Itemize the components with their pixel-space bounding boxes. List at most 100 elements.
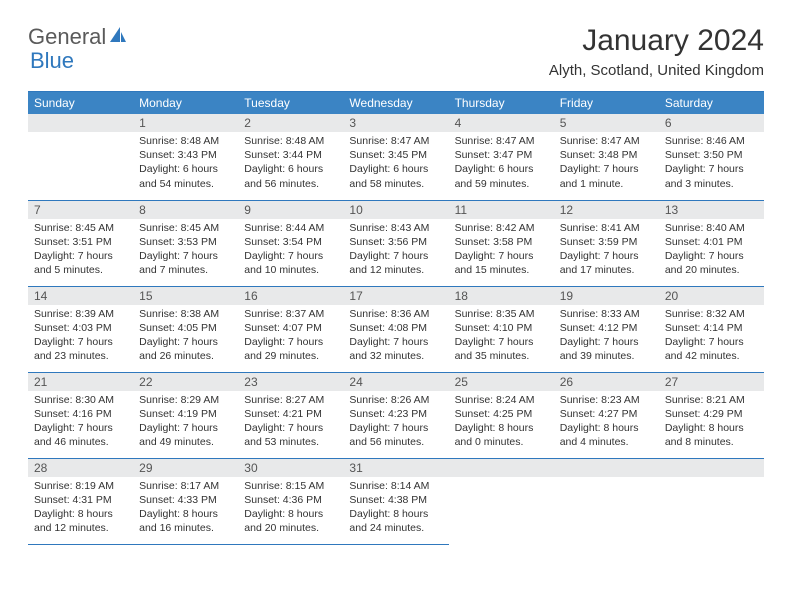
day-number: 11 xyxy=(449,201,554,219)
day-data: Sunrise: 8:38 AMSunset: 4:05 PMDaylight:… xyxy=(133,305,238,366)
day-data: Sunrise: 8:21 AMSunset: 4:29 PMDaylight:… xyxy=(659,391,764,452)
calendar-day-cell: 1Sunrise: 8:48 AMSunset: 3:43 PMDaylight… xyxy=(133,114,238,200)
day-number: 30 xyxy=(238,459,343,477)
weekday-header: Wednesday xyxy=(343,92,448,115)
calendar-day-cell: 21Sunrise: 8:30 AMSunset: 4:16 PMDayligh… xyxy=(28,372,133,458)
calendar-day-cell: 29Sunrise: 8:17 AMSunset: 4:33 PMDayligh… xyxy=(133,458,238,544)
day-number xyxy=(449,459,554,477)
day-data: Sunrise: 8:24 AMSunset: 4:25 PMDaylight:… xyxy=(449,391,554,452)
day-number: 4 xyxy=(449,114,554,132)
day-number: 15 xyxy=(133,287,238,305)
day-number: 1 xyxy=(133,114,238,132)
calendar-day-cell: 14Sunrise: 8:39 AMSunset: 4:03 PMDayligh… xyxy=(28,286,133,372)
calendar-day-cell: 27Sunrise: 8:21 AMSunset: 4:29 PMDayligh… xyxy=(659,372,764,458)
day-number: 23 xyxy=(238,373,343,391)
day-data: Sunrise: 8:35 AMSunset: 4:10 PMDaylight:… xyxy=(449,305,554,366)
calendar-day-cell: 26Sunrise: 8:23 AMSunset: 4:27 PMDayligh… xyxy=(554,372,659,458)
day-data: Sunrise: 8:47 AMSunset: 3:47 PMDaylight:… xyxy=(449,132,554,193)
calendar-day-cell: 18Sunrise: 8:35 AMSunset: 4:10 PMDayligh… xyxy=(449,286,554,372)
calendar-day-cell: 22Sunrise: 8:29 AMSunset: 4:19 PMDayligh… xyxy=(133,372,238,458)
calendar-day-cell: 4Sunrise: 8:47 AMSunset: 3:47 PMDaylight… xyxy=(449,114,554,200)
calendar-page: General January 2024 Alyth, Scotland, Un… xyxy=(0,0,792,569)
calendar-week-row: 14Sunrise: 8:39 AMSunset: 4:03 PMDayligh… xyxy=(28,286,764,372)
calendar-day-cell xyxy=(659,458,764,544)
weekday-header: Thursday xyxy=(449,92,554,115)
calendar-day-cell xyxy=(28,114,133,200)
calendar-day-cell: 8Sunrise: 8:45 AMSunset: 3:53 PMDaylight… xyxy=(133,200,238,286)
logo-text-general: General xyxy=(28,24,106,50)
day-number: 26 xyxy=(554,373,659,391)
page-title: January 2024 xyxy=(549,24,764,58)
day-data: Sunrise: 8:36 AMSunset: 4:08 PMDaylight:… xyxy=(343,305,448,366)
logo: General xyxy=(28,24,130,50)
day-number: 2 xyxy=(238,114,343,132)
weekday-header: Sunday xyxy=(28,92,133,115)
title-block: January 2024 Alyth, Scotland, United Kin… xyxy=(549,24,764,79)
day-number: 6 xyxy=(659,114,764,132)
calendar-day-cell: 30Sunrise: 8:15 AMSunset: 4:36 PMDayligh… xyxy=(238,458,343,544)
day-number: 9 xyxy=(238,201,343,219)
day-data: Sunrise: 8:32 AMSunset: 4:14 PMDaylight:… xyxy=(659,305,764,366)
day-number: 7 xyxy=(28,201,133,219)
day-data: Sunrise: 8:30 AMSunset: 4:16 PMDaylight:… xyxy=(28,391,133,452)
day-data: Sunrise: 8:39 AMSunset: 4:03 PMDaylight:… xyxy=(28,305,133,366)
logo-sail-icon xyxy=(108,25,128,50)
calendar-day-cell: 11Sunrise: 8:42 AMSunset: 3:58 PMDayligh… xyxy=(449,200,554,286)
day-data: Sunrise: 8:48 AMSunset: 3:43 PMDaylight:… xyxy=(133,132,238,193)
day-data: Sunrise: 8:47 AMSunset: 3:48 PMDaylight:… xyxy=(554,132,659,193)
calendar-day-cell: 17Sunrise: 8:36 AMSunset: 4:08 PMDayligh… xyxy=(343,286,448,372)
day-data: Sunrise: 8:14 AMSunset: 4:38 PMDaylight:… xyxy=(343,477,448,538)
day-number: 16 xyxy=(238,287,343,305)
calendar-day-cell: 16Sunrise: 8:37 AMSunset: 4:07 PMDayligh… xyxy=(238,286,343,372)
calendar-week-row: 28Sunrise: 8:19 AMSunset: 4:31 PMDayligh… xyxy=(28,458,764,544)
weekday-header: Tuesday xyxy=(238,92,343,115)
calendar-day-cell xyxy=(449,458,554,544)
day-number: 10 xyxy=(343,201,448,219)
day-data: Sunrise: 8:42 AMSunset: 3:58 PMDaylight:… xyxy=(449,219,554,280)
calendar-day-cell: 3Sunrise: 8:47 AMSunset: 3:45 PMDaylight… xyxy=(343,114,448,200)
day-data: Sunrise: 8:15 AMSunset: 4:36 PMDaylight:… xyxy=(238,477,343,538)
day-data: Sunrise: 8:19 AMSunset: 4:31 PMDaylight:… xyxy=(28,477,133,538)
calendar-day-cell: 10Sunrise: 8:43 AMSunset: 3:56 PMDayligh… xyxy=(343,200,448,286)
calendar-day-cell: 31Sunrise: 8:14 AMSunset: 4:38 PMDayligh… xyxy=(343,458,448,544)
day-number: 25 xyxy=(449,373,554,391)
day-data: Sunrise: 8:45 AMSunset: 3:51 PMDaylight:… xyxy=(28,219,133,280)
day-data: Sunrise: 8:29 AMSunset: 4:19 PMDaylight:… xyxy=(133,391,238,452)
calendar-table: SundayMondayTuesdayWednesdayThursdayFrid… xyxy=(28,91,764,545)
day-number: 20 xyxy=(659,287,764,305)
day-data: Sunrise: 8:46 AMSunset: 3:50 PMDaylight:… xyxy=(659,132,764,193)
calendar-week-row: 21Sunrise: 8:30 AMSunset: 4:16 PMDayligh… xyxy=(28,372,764,458)
calendar-day-cell: 2Sunrise: 8:48 AMSunset: 3:44 PMDaylight… xyxy=(238,114,343,200)
calendar-day-cell: 24Sunrise: 8:26 AMSunset: 4:23 PMDayligh… xyxy=(343,372,448,458)
calendar-day-cell: 6Sunrise: 8:46 AMSunset: 3:50 PMDaylight… xyxy=(659,114,764,200)
day-number: 19 xyxy=(554,287,659,305)
calendar-day-cell: 9Sunrise: 8:44 AMSunset: 3:54 PMDaylight… xyxy=(238,200,343,286)
calendar-day-cell: 20Sunrise: 8:32 AMSunset: 4:14 PMDayligh… xyxy=(659,286,764,372)
day-number: 24 xyxy=(343,373,448,391)
calendar-day-cell: 5Sunrise: 8:47 AMSunset: 3:48 PMDaylight… xyxy=(554,114,659,200)
day-number: 5 xyxy=(554,114,659,132)
day-data: Sunrise: 8:33 AMSunset: 4:12 PMDaylight:… xyxy=(554,305,659,366)
calendar-day-cell: 13Sunrise: 8:40 AMSunset: 4:01 PMDayligh… xyxy=(659,200,764,286)
calendar-body: 1Sunrise: 8:48 AMSunset: 3:43 PMDaylight… xyxy=(28,114,764,544)
calendar-week-row: 7Sunrise: 8:45 AMSunset: 3:51 PMDaylight… xyxy=(28,200,764,286)
day-number: 3 xyxy=(343,114,448,132)
day-number: 18 xyxy=(449,287,554,305)
day-number: 22 xyxy=(133,373,238,391)
day-data: Sunrise: 8:45 AMSunset: 3:53 PMDaylight:… xyxy=(133,219,238,280)
day-number: 13 xyxy=(659,201,764,219)
day-number xyxy=(554,459,659,477)
logo-text-blue: Blue xyxy=(30,48,74,74)
day-number xyxy=(659,459,764,477)
calendar-day-cell: 25Sunrise: 8:24 AMSunset: 4:25 PMDayligh… xyxy=(449,372,554,458)
day-data: Sunrise: 8:17 AMSunset: 4:33 PMDaylight:… xyxy=(133,477,238,538)
day-number: 31 xyxy=(343,459,448,477)
day-data: Sunrise: 8:43 AMSunset: 3:56 PMDaylight:… xyxy=(343,219,448,280)
day-data: Sunrise: 8:26 AMSunset: 4:23 PMDaylight:… xyxy=(343,391,448,452)
day-data: Sunrise: 8:27 AMSunset: 4:21 PMDaylight:… xyxy=(238,391,343,452)
day-data: Sunrise: 8:44 AMSunset: 3:54 PMDaylight:… xyxy=(238,219,343,280)
calendar-day-cell: 23Sunrise: 8:27 AMSunset: 4:21 PMDayligh… xyxy=(238,372,343,458)
calendar-week-row: 1Sunrise: 8:48 AMSunset: 3:43 PMDaylight… xyxy=(28,114,764,200)
day-number: 14 xyxy=(28,287,133,305)
day-number: 12 xyxy=(554,201,659,219)
